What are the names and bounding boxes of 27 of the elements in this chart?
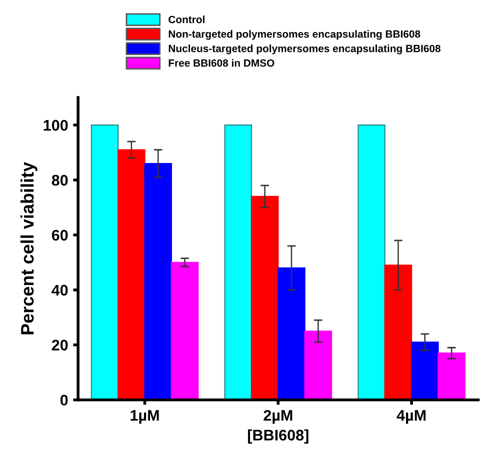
bar (304, 330, 332, 400)
y-tick-label: 60 (52, 230, 68, 241)
legend-label: Nucleus-targeted polymersomes encapsulating BBI608 (168, 44, 440, 54)
legend-label: Non-targeted polymersomes encapsulating BBI608 (168, 30, 420, 40)
legend-label: Free BBI608 in DMSO (168, 59, 274, 67)
bar (410, 342, 439, 400)
x-tick-label: 1µM (130, 410, 159, 424)
y-tick-label: 80 (52, 174, 68, 186)
bar (118, 149, 146, 400)
y-tick-label: 100 (44, 120, 68, 131)
y-tick-label: 0 (60, 394, 68, 406)
x-tick-label: 4µM (396, 410, 426, 424)
bar (278, 267, 306, 400)
y-tick-label: 40 (52, 284, 68, 296)
legend-label: Control (168, 16, 204, 24)
bar (90, 124, 119, 400)
bar (170, 262, 199, 400)
x-axis-title: [BBI608] (248, 429, 308, 444)
x-tick-label: 2µM (264, 410, 292, 424)
bar (384, 264, 412, 400)
bar (250, 196, 279, 400)
bar (358, 124, 386, 400)
y-axis-title: Percent cell viability (20, 162, 38, 334)
bar (144, 162, 172, 400)
bar (224, 124, 252, 400)
y-tick-label: 20 (52, 340, 68, 351)
bar (438, 352, 466, 400)
